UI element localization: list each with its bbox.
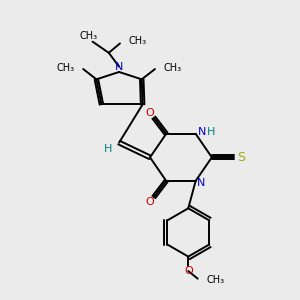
Text: N: N (197, 178, 205, 188)
Text: H: H (207, 127, 215, 137)
Text: CH₃: CH₃ (79, 31, 97, 41)
Text: H: H (104, 144, 112, 154)
Text: CH₃: CH₃ (57, 63, 75, 73)
Text: S: S (237, 151, 245, 164)
Text: N: N (115, 62, 123, 72)
Text: N: N (198, 127, 206, 137)
Text: O: O (184, 266, 193, 276)
Text: O: O (145, 108, 154, 118)
Text: CH₃: CH₃ (206, 275, 225, 285)
Text: O: O (145, 196, 154, 206)
Text: CH₃: CH₃ (128, 36, 146, 46)
Text: CH₃: CH₃ (163, 63, 182, 73)
